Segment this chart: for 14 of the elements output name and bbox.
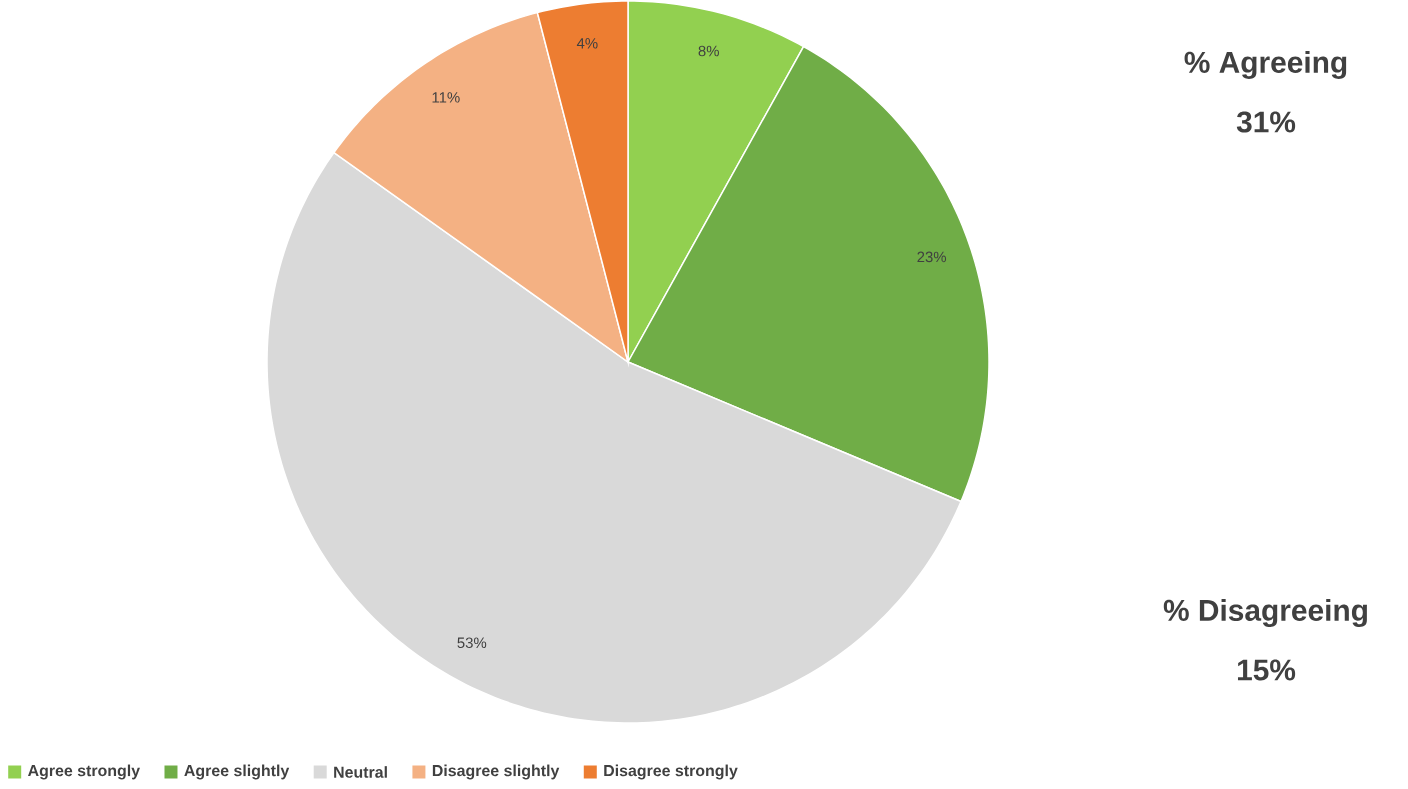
data-label: 53%	[457, 637, 487, 649]
data-label: 11%	[432, 92, 460, 103]
data-label: 8%	[698, 45, 719, 57]
legend-label: Agree slightly	[184, 764, 290, 780]
legend-label: Agree strongly	[27, 764, 140, 780]
data-label: 4%	[576, 38, 598, 49]
legend-label: Disagree slightly	[432, 764, 560, 780]
text: % Agreeing	[1184, 50, 1347, 79]
text: 15%	[1237, 659, 1296, 681]
legend-label: Neutral	[334, 766, 387, 778]
text: 31%	[1236, 111, 1296, 133]
legend-label: Disagree strongly	[604, 764, 738, 780]
data-label: 23%	[917, 251, 947, 263]
text: % Disagreeing	[1163, 599, 1367, 627]
